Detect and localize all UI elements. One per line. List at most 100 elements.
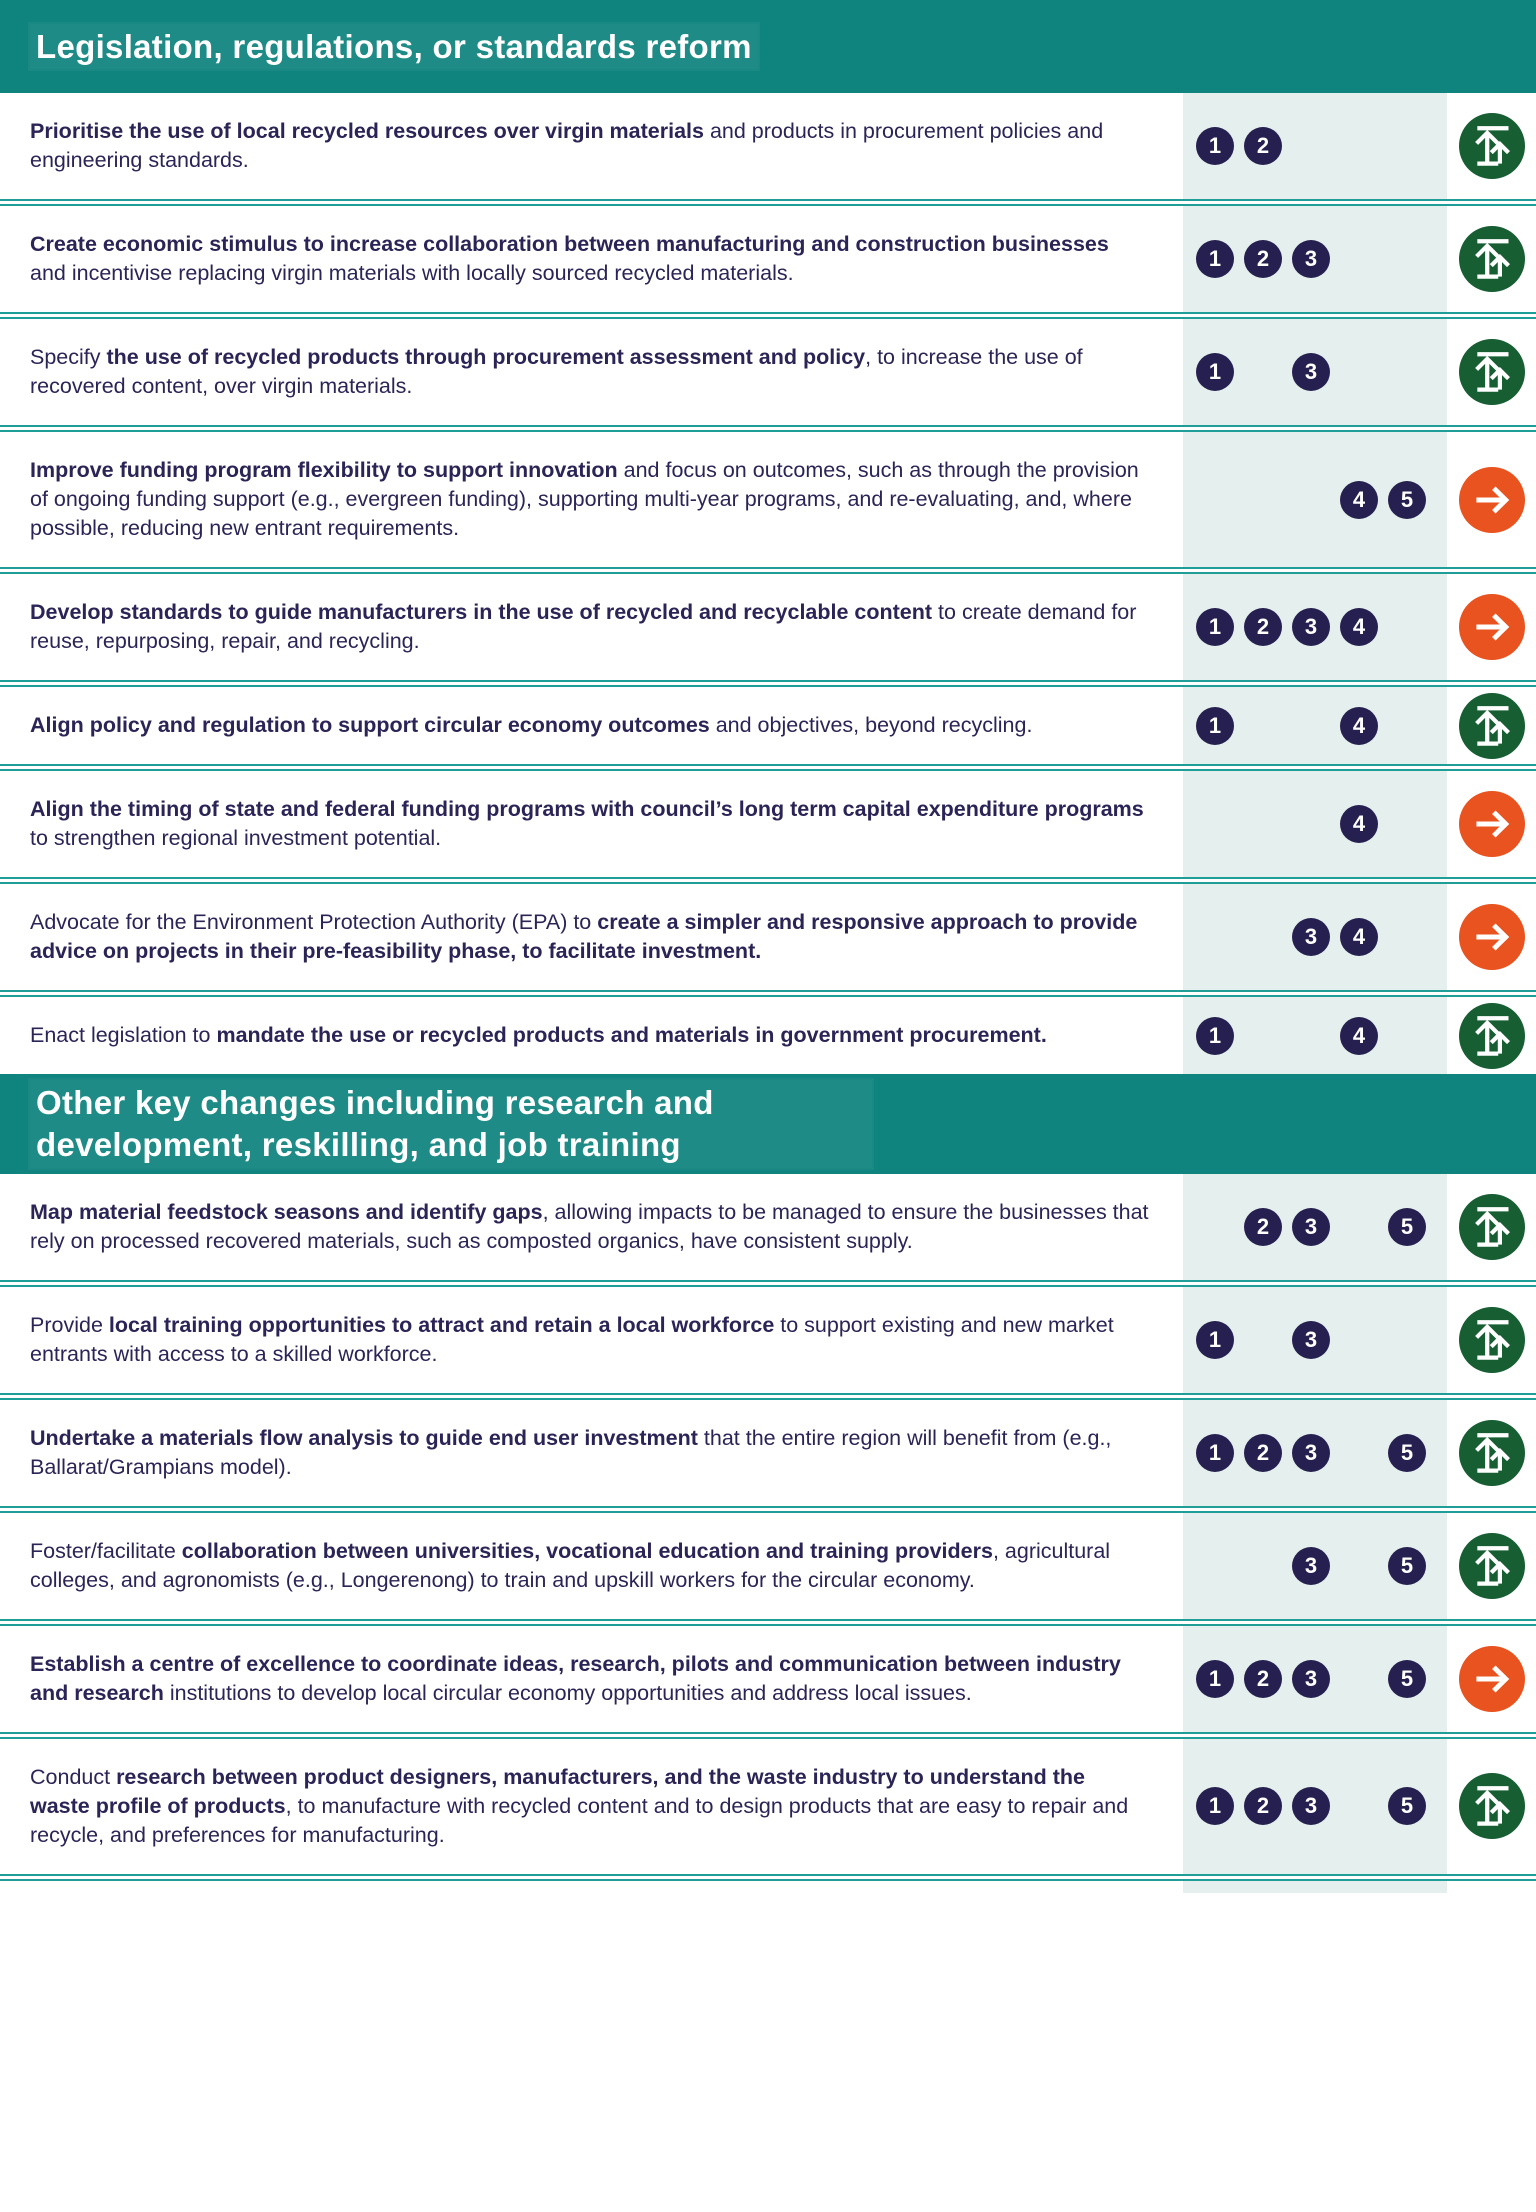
initiative-text: Advocate for the Environment Protection … xyxy=(0,884,1183,990)
initiative-description: Align policy and regulation to support c… xyxy=(30,711,1032,740)
initiative-text-regular: to create demand for reuse, repurposing,… xyxy=(30,600,1137,653)
stage-number-badge: 5 xyxy=(1388,1207,1426,1246)
stage-number-slot xyxy=(1335,126,1383,166)
initiative-row: Establish a centre of excellence to coor… xyxy=(0,1625,1536,1732)
stage-number-slot: 1 xyxy=(1191,1659,1239,1699)
stage-number-slot xyxy=(1191,1207,1239,1247)
stage-number-badge: 4 xyxy=(1340,918,1378,956)
initiative-text-bold: local training opportunities to attract … xyxy=(108,1312,775,1337)
stage-number-badge: 4 xyxy=(1340,805,1378,843)
initiative-description: Map material feedstock seasons and ident… xyxy=(30,1198,1149,1256)
scale-up-icon xyxy=(1447,1512,1536,1619)
initiative-text-regular: institutions to develop local circular e… xyxy=(163,1680,972,1705)
stage-number-badge: 1 xyxy=(1196,1787,1234,1826)
stage-number-slot xyxy=(1239,706,1287,746)
stage-number-slot xyxy=(1239,352,1287,392)
initiative-row: Foster/facilitate collaboration between … xyxy=(0,1512,1536,1619)
initiative-text-regular: , agricultural colleges, and agronomists… xyxy=(30,1538,1111,1592)
initiative-row: Conduct research between product designe… xyxy=(0,1738,1536,1874)
stage-number-slot xyxy=(1383,352,1431,392)
initiative-text-bold: mandate the use or recycled products and… xyxy=(216,1023,1047,1047)
initiative-row: Prioritise the use of local recycled res… xyxy=(0,93,1536,199)
initiative-description: Prioritise the use of local recycled res… xyxy=(30,117,1149,175)
stage-number-badge: 5 xyxy=(1388,1659,1426,1698)
stage-number-badge: 1 xyxy=(1196,353,1234,391)
stage-number-slot xyxy=(1383,1320,1431,1360)
stage-number-slot xyxy=(1239,917,1287,957)
stage-number-slot: 5 xyxy=(1383,480,1431,520)
initiative-row: Advocate for the Environment Protection … xyxy=(0,884,1536,990)
stage-number-badge: 5 xyxy=(1388,1433,1426,1472)
stage-number-slot: 1 xyxy=(1191,352,1239,392)
stage-number-slot: 5 xyxy=(1383,1433,1431,1473)
row-divider xyxy=(0,1873,1536,1881)
stage-number-badge: 3 xyxy=(1292,1546,1330,1585)
row-divider xyxy=(0,764,1536,771)
stage-number-slot xyxy=(1335,1786,1383,1826)
stage-number-badge: 2 xyxy=(1244,127,1282,165)
initiative-text: Specify the use of recycled products thr… xyxy=(0,319,1183,425)
initiative-text-regular: that the entire region will benefit from… xyxy=(30,1425,1112,1479)
initiative-text-regular: and incentivise replacing virgin materia… xyxy=(30,261,794,285)
scale-up-icon xyxy=(1447,1173,1536,1280)
arrow-right-icon xyxy=(1447,771,1536,877)
stage-number-badge: 5 xyxy=(1388,1787,1426,1826)
initiative-text: Create economic stimulus to increase col… xyxy=(0,206,1183,312)
initiative-text-bold: research between product designers, manu… xyxy=(30,1764,1085,1818)
stage-number-slot xyxy=(1239,1320,1287,1360)
initiative-text-regular: Foster/facilitate xyxy=(30,1538,182,1563)
initiative-description: Establish a centre of excellence to coor… xyxy=(30,1650,1149,1708)
initiative-text-bold: Align policy and regulation to support c… xyxy=(30,713,710,737)
initiative-text: Prioritise the use of local recycled res… xyxy=(0,93,1183,199)
stage-number-badge: 1 xyxy=(1196,706,1234,745)
section-title: Legislation, regulations, or standards r… xyxy=(30,23,758,70)
scale-up-icon xyxy=(1447,1738,1536,1874)
stage-number-slot: 4 xyxy=(1335,480,1383,520)
initiative-text: Develop standards to guide manufacturers… xyxy=(0,574,1183,680)
stage-number-slot: 2 xyxy=(1239,126,1287,166)
stage-number-slot: 2 xyxy=(1239,1659,1287,1699)
initiative-text: Establish a centre of excellence to coor… xyxy=(0,1626,1183,1732)
initiative-description: Create economic stimulus to increase col… xyxy=(30,230,1149,288)
stage-number-slot: 5 xyxy=(1383,1207,1431,1247)
stage-number-slot: 2 xyxy=(1239,607,1287,647)
stage-number-slot xyxy=(1191,1546,1239,1586)
stage-number-slot: 1 xyxy=(1191,1016,1239,1056)
stage-number-slot xyxy=(1191,480,1239,520)
initiative-text-regular: to support existing and new market entra… xyxy=(30,1312,1114,1366)
initiative-text: Map material feedstock seasons and ident… xyxy=(0,1174,1183,1280)
initiative-text: Enact legislation to mandate the use or … xyxy=(0,997,1183,1074)
stage-number-slot: 3 xyxy=(1287,239,1335,279)
scale-up-icon xyxy=(1447,206,1536,312)
initiative-row: Enact legislation to mandate the use or … xyxy=(0,997,1536,1074)
stage-number-slot: 3 xyxy=(1287,917,1335,957)
initiative-text-bold: Align the timing of state and federal fu… xyxy=(30,797,1144,821)
initiative-row: Align the timing of state and federal fu… xyxy=(0,771,1536,877)
row-divider xyxy=(0,1279,1536,1287)
stage-number-badge: 1 xyxy=(1196,240,1234,278)
icon-column xyxy=(1447,1880,1536,1893)
initiative-text-regular: Specify xyxy=(30,345,107,369)
initiative-text-bold: Develop standards to guide manufacturers… xyxy=(30,600,933,624)
stage-number-badge: 2 xyxy=(1244,240,1282,278)
stage-number-slot: 5 xyxy=(1383,1546,1431,1586)
stage-numbers xyxy=(1183,1880,1447,1893)
initiative-row: Map material feedstock seasons and ident… xyxy=(0,1173,1536,1280)
stage-number-slot: 1 xyxy=(1191,1433,1239,1473)
section-header: Legislation, regulations, or standards r… xyxy=(0,0,1536,93)
stage-number-slot: 3 xyxy=(1287,1786,1335,1826)
stage-number-slot xyxy=(1335,1433,1383,1473)
stage-number-slot: 3 xyxy=(1287,607,1335,647)
stage-numbers: 4 xyxy=(1183,771,1447,877)
stage-number-slot xyxy=(1335,1659,1383,1699)
initiative-description: Undertake a materials flow analysis to g… xyxy=(30,1424,1149,1482)
stage-number-badge: 4 xyxy=(1340,608,1378,646)
initiative-description: Conduct research between product designe… xyxy=(30,1763,1149,1850)
stage-number-slot: 2 xyxy=(1239,1207,1287,1247)
initiative-text-regular: , to manufacture with recycled content a… xyxy=(30,1793,1129,1847)
